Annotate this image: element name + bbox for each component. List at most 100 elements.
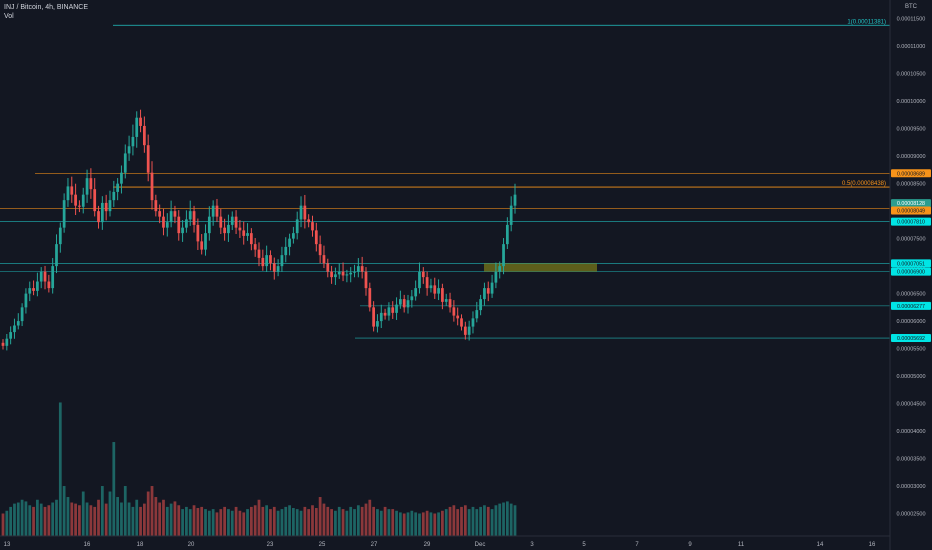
volume-bar bbox=[177, 505, 181, 536]
candle-body bbox=[353, 271, 356, 273]
volume-bar bbox=[249, 506, 253, 536]
candle-body bbox=[249, 233, 253, 245]
fib-level-05-label[interactable]: 0.5(0.00008438) bbox=[842, 181, 886, 187]
volume-bar bbox=[70, 502, 74, 536]
candle-body bbox=[483, 288, 486, 300]
candle-body bbox=[272, 263, 276, 272]
horizontal-levels[interactable] bbox=[0, 24, 890, 339]
candle-body bbox=[441, 288, 444, 302]
candle-body bbox=[364, 271, 368, 289]
volume-bar bbox=[463, 505, 467, 536]
candle-body bbox=[295, 219, 299, 234]
candle-body bbox=[204, 233, 207, 250]
price-axis-tick: 0.00011000 bbox=[897, 44, 926, 50]
volume-bar bbox=[479, 506, 482, 536]
volume-bar bbox=[425, 510, 429, 536]
volume-bar bbox=[89, 505, 93, 536]
candle-body bbox=[223, 227, 226, 234]
candle-body bbox=[36, 281, 39, 291]
candle-body bbox=[284, 246, 288, 256]
volume-bar bbox=[123, 486, 127, 536]
volume-bar bbox=[181, 509, 184, 536]
candle-body bbox=[78, 205, 81, 207]
candle-body bbox=[112, 191, 116, 201]
volume-bar bbox=[261, 506, 265, 536]
time-axis-tick: 27 bbox=[371, 542, 378, 548]
candle-body bbox=[20, 307, 24, 322]
volume-bar bbox=[414, 512, 418, 536]
volume-bar bbox=[505, 501, 509, 536]
price-tag-bg bbox=[891, 334, 931, 343]
volume-bar bbox=[410, 510, 414, 536]
candle-body bbox=[490, 282, 494, 294]
volume-bar bbox=[322, 503, 326, 536]
volume-bar bbox=[257, 499, 261, 536]
candle-body bbox=[5, 338, 9, 346]
candle-body bbox=[211, 205, 215, 217]
volume-bar bbox=[498, 503, 502, 536]
candle-body bbox=[181, 227, 184, 234]
volume-bar bbox=[460, 506, 463, 536]
volume-bar bbox=[165, 506, 169, 536]
price-axis-tick: 0.00004000 bbox=[896, 429, 925, 435]
candle-body bbox=[391, 307, 395, 313]
volume-bar bbox=[246, 509, 249, 536]
volume-bar bbox=[295, 509, 299, 536]
candle-body bbox=[158, 211, 162, 217]
volume-bar bbox=[513, 505, 517, 536]
price-axis-tick: 0.00009000 bbox=[896, 154, 925, 160]
candle-body bbox=[349, 272, 353, 275]
volume-bar bbox=[334, 510, 337, 536]
candle-body bbox=[463, 326, 467, 335]
candle-body bbox=[307, 219, 311, 223]
candle-body bbox=[200, 241, 204, 250]
candle-body bbox=[269, 255, 272, 264]
price-axis-tick: 0.00006000 bbox=[896, 319, 925, 325]
time-axis-tick: Dec bbox=[475, 542, 486, 548]
volume-bar bbox=[372, 506, 376, 536]
volume-bar bbox=[280, 509, 284, 536]
volume-bar bbox=[391, 509, 395, 536]
candle-body bbox=[456, 315, 460, 319]
demand-zone[interactable] bbox=[484, 263, 597, 272]
volume-bar bbox=[345, 510, 349, 536]
time-axis-ticks[interactable]: 13 16 18 20 23 25 27 29 Dec 3 5 7 9 11 14 16 bbox=[4, 542, 876, 548]
volume-bar bbox=[311, 505, 314, 536]
volume-bar bbox=[154, 497, 158, 536]
volume-bar bbox=[353, 509, 356, 536]
candle-body bbox=[265, 255, 269, 267]
volume-indicator-label[interactable]: Vol bbox=[4, 13, 14, 20]
candle-body bbox=[360, 266, 364, 272]
volume-bar bbox=[475, 509, 479, 536]
symbol-title[interactable]: INJ / Bitcoin, 4h, BINANCE bbox=[4, 4, 89, 11]
volume-bar bbox=[97, 499, 100, 536]
candle-body bbox=[502, 244, 505, 267]
volume-bar bbox=[158, 502, 162, 536]
candle-body bbox=[173, 211, 177, 217]
volume-bar bbox=[486, 506, 490, 536]
fib-level-1-label[interactable]: 1(0.00011381) bbox=[847, 19, 886, 25]
volume-bar bbox=[142, 503, 146, 536]
candle-body bbox=[89, 178, 93, 190]
volume-bar bbox=[356, 505, 360, 536]
volume-bar bbox=[299, 510, 303, 536]
candle-body bbox=[177, 216, 181, 234]
candle-body bbox=[108, 200, 112, 212]
volume-bar bbox=[204, 509, 207, 536]
candle-body bbox=[345, 274, 349, 276]
candle-body bbox=[410, 296, 414, 301]
volume-bar bbox=[47, 505, 51, 536]
candle-body bbox=[28, 288, 32, 294]
volume-bar bbox=[471, 506, 475, 536]
volume-bar bbox=[108, 491, 112, 536]
price-tag: 0.00008049 bbox=[891, 206, 931, 215]
volume-bar bbox=[448, 506, 452, 536]
volume-bar bbox=[62, 486, 66, 536]
price-axis-ticks[interactable]: 0.00011500 0.00011000 0.00010500 0.00010000… bbox=[896, 17, 925, 518]
price-tag-bg bbox=[891, 199, 931, 208]
chart-legend: INJ / Bitcoin, 4h, BINANCE Vol bbox=[4, 3, 88, 21]
candle-body bbox=[58, 227, 62, 245]
volume-bar bbox=[131, 506, 135, 536]
candle-body bbox=[55, 244, 58, 267]
